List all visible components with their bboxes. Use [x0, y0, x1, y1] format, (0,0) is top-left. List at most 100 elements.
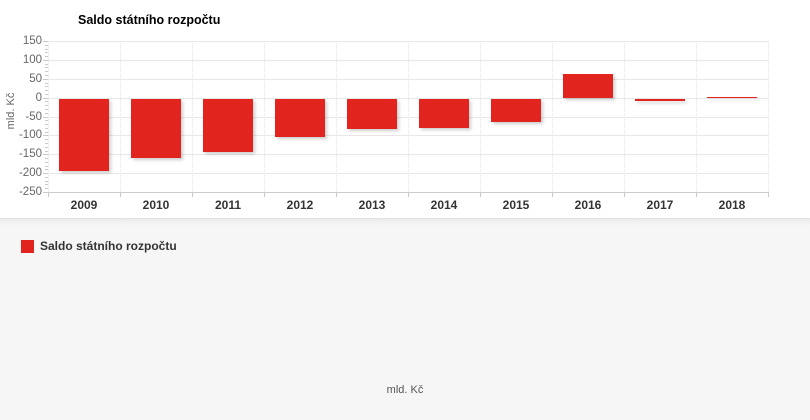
- x-axis-tick: [480, 192, 481, 197]
- y-minor-tick: [45, 176, 48, 178]
- y-minor-tick: [45, 67, 48, 69]
- y-minor-tick: [45, 71, 48, 73]
- bar-2012[interactable]: [275, 98, 325, 137]
- y-minor-tick: [45, 150, 48, 152]
- y-major-tick: [43, 78, 48, 80]
- y-axis-label--100: -100: [18, 129, 42, 142]
- x-axis-tick: [264, 192, 265, 197]
- bar-2018[interactable]: [707, 96, 757, 98]
- y-minor-tick: [45, 184, 48, 186]
- bar-2011[interactable]: [203, 98, 253, 153]
- y-minor-tick: [45, 63, 48, 65]
- gridline-x-5: [408, 41, 409, 192]
- y-minor-tick: [45, 142, 48, 144]
- y-major-tick: [43, 154, 48, 156]
- legend-label: Saldo státního rozpočtu: [40, 239, 177, 253]
- gridline-x-10: [768, 41, 769, 192]
- y-minor-tick: [45, 180, 48, 182]
- y-major-tick: [43, 41, 48, 42]
- chart-panel: Saldo státního rozpočtu 150 100 50 0 -50 -100…: [0, 13, 810, 219]
- y-major-tick: [43, 97, 48, 99]
- bar-2013[interactable]: [347, 98, 397, 130]
- y-axis-label-0: 0: [35, 91, 42, 104]
- y-minor-tick: [45, 52, 48, 54]
- x-axis-label-2017: 2017: [646, 198, 674, 212]
- bar-2009[interactable]: [59, 98, 109, 172]
- x-axis-label-2015: 2015: [502, 198, 530, 212]
- y-minor-tick: [45, 75, 48, 76]
- y-minor-tick: [45, 169, 48, 171]
- gridline-x-7: [552, 41, 553, 192]
- x-axis-label-2016: 2016: [574, 198, 602, 212]
- y-minor-tick: [45, 112, 48, 114]
- y-major-tick: [43, 116, 48, 118]
- x-axis-label-2010: 2010: [142, 198, 170, 212]
- gridline-x-4: [336, 41, 337, 192]
- y-minor-tick: [45, 101, 48, 103]
- y-axis-label-100: 100: [22, 53, 42, 66]
- x-axis-tick: [624, 192, 625, 197]
- x-axis-tick: [696, 192, 697, 197]
- y-minor-tick: [45, 161, 48, 163]
- x-axis-tick: [336, 192, 337, 197]
- y-minor-tick: [45, 86, 48, 88]
- y-major-tick: [43, 173, 48, 175]
- x-axis-label-2012: 2012: [286, 198, 314, 212]
- y-axis-label--250: -250: [18, 186, 42, 198]
- legend-swatch-icon: [21, 239, 34, 253]
- chart-title: Saldo státního rozpočtu: [78, 13, 221, 27]
- y-axis-label--150: -150: [18, 148, 42, 161]
- plot-area: 150 100 50 0 -50 -100 -150 -200 -250 2009 2010 2011…: [18, 35, 769, 212]
- gridline-x-1: [120, 41, 121, 192]
- bar-2016[interactable]: [563, 74, 613, 98]
- x-axis-tick: [48, 192, 49, 197]
- x-axis-label-2013: 2013: [358, 198, 386, 212]
- y-minor-tick: [45, 82, 48, 84]
- bar-2017[interactable]: [635, 98, 685, 101]
- y-minor-tick: [45, 158, 48, 159]
- gridline-x-0: [48, 41, 49, 192]
- x-axis-label-2018: 2018: [718, 198, 746, 212]
- x-axis-label-2009: 2009: [70, 198, 98, 212]
- gridline-x-8: [624, 41, 625, 192]
- bar-2014[interactable]: [419, 98, 469, 128]
- y-major-tick: [43, 192, 48, 193]
- x-axis-tick: [408, 192, 409, 197]
- y-minor-tick: [45, 56, 48, 58]
- chart-footer-area: Saldo státního rozpočtu: [0, 219, 810, 420]
- gridline-x-2: [192, 41, 193, 192]
- bar-2015[interactable]: [491, 98, 541, 123]
- y-minor-tick: [45, 139, 48, 141]
- gridline-x-3: [264, 41, 265, 192]
- gridline-x-6: [480, 41, 481, 192]
- x-axis-tick: [768, 192, 769, 197]
- y-minor-tick: [45, 109, 48, 110]
- y-minor-tick: [45, 124, 48, 125]
- y-minor-tick: [45, 120, 48, 122]
- y-minor-tick: [45, 146, 48, 148]
- gridline-x-9: [696, 41, 697, 192]
- y-minor-tick: [45, 188, 48, 190]
- bar-2010[interactable]: [131, 98, 181, 158]
- y-axis-label-50: 50: [29, 72, 42, 85]
- y-minor-tick: [45, 127, 48, 129]
- x-axis-label-2011: 2011: [214, 198, 242, 212]
- x-axis-tick: [120, 192, 121, 197]
- y-axis-label--200: -200: [18, 167, 42, 180]
- x-axis-line: [48, 192, 769, 193]
- y-minor-tick: [45, 93, 48, 95]
- y-minor-tick: [45, 48, 48, 50]
- y-minor-tick: [45, 44, 48, 46]
- y-minor-tick: [45, 90, 48, 92]
- y-axis-label-150: 150: [22, 35, 42, 47]
- y-minor-tick: [45, 165, 48, 167]
- legend[interactable]: Saldo státního rozpočtu: [21, 239, 177, 253]
- x-axis-tick: [552, 192, 553, 197]
- y-axis-title: mld. Kč: [5, 92, 17, 130]
- y-major-tick: [43, 59, 48, 61]
- y-minor-tick: [45, 105, 48, 107]
- y-axis-label--50: -50: [25, 110, 42, 123]
- y-major-tick: [43, 135, 48, 137]
- y-minor-tick: [45, 131, 48, 133]
- x-axis-label-2014: 2014: [430, 198, 458, 212]
